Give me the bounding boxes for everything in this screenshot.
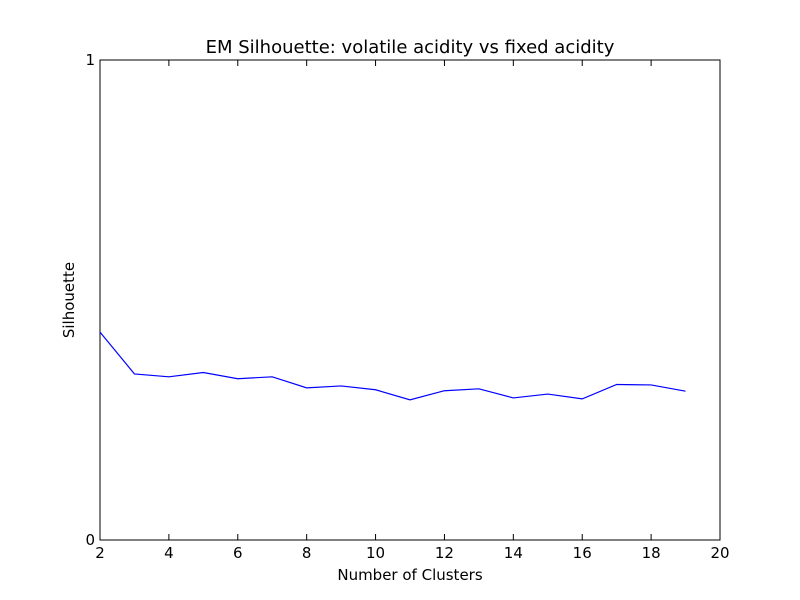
- data-point: [99, 332, 100, 333]
- data-point: [375, 389, 376, 390]
- chart-title: EM Silhouette: volatile acidity vs fixed…: [206, 37, 615, 58]
- data-point: [341, 385, 342, 386]
- data-point: [547, 393, 548, 394]
- data-point: [616, 384, 617, 385]
- series-group: [99, 331, 686, 401]
- x-tick-label: 8: [302, 544, 312, 562]
- y-tick-label: 0: [85, 531, 95, 549]
- series-line: [99, 331, 686, 401]
- x-tick-label: 18: [642, 544, 661, 562]
- data-point: [582, 398, 583, 399]
- axis-ticks: [99, 59, 721, 541]
- x-tick-label: 6: [233, 544, 243, 562]
- plot-area: [99, 59, 721, 541]
- x-tick-label: 4: [164, 544, 174, 562]
- x-tick-label: 12: [435, 544, 454, 562]
- data-point: [409, 399, 410, 400]
- y-axis-label: Silhouette: [60, 262, 78, 338]
- x-axis-label: Number of Clusters: [337, 566, 482, 584]
- data-point: [203, 372, 204, 373]
- y-tick-label: 1: [85, 51, 95, 69]
- data-point: [513, 397, 514, 398]
- data-point: [134, 373, 135, 374]
- data-point: [168, 376, 169, 377]
- tick-labels: 2 4 6 8 10 12 14 16 18 20 0 1: [85, 51, 729, 562]
- x-tick-label: 2: [95, 544, 105, 562]
- data-point: [685, 391, 686, 392]
- data-point: [306, 387, 307, 388]
- data-point: [444, 390, 445, 391]
- x-tick-label: 10: [366, 544, 385, 562]
- x-tick-label: 20: [710, 544, 729, 562]
- x-tick-label: 14: [504, 544, 523, 562]
- data-point: [272, 376, 273, 377]
- x-tick-label: 16: [573, 544, 592, 562]
- data-point: [237, 378, 238, 379]
- data-point: [478, 388, 479, 389]
- data-point: [651, 384, 652, 385]
